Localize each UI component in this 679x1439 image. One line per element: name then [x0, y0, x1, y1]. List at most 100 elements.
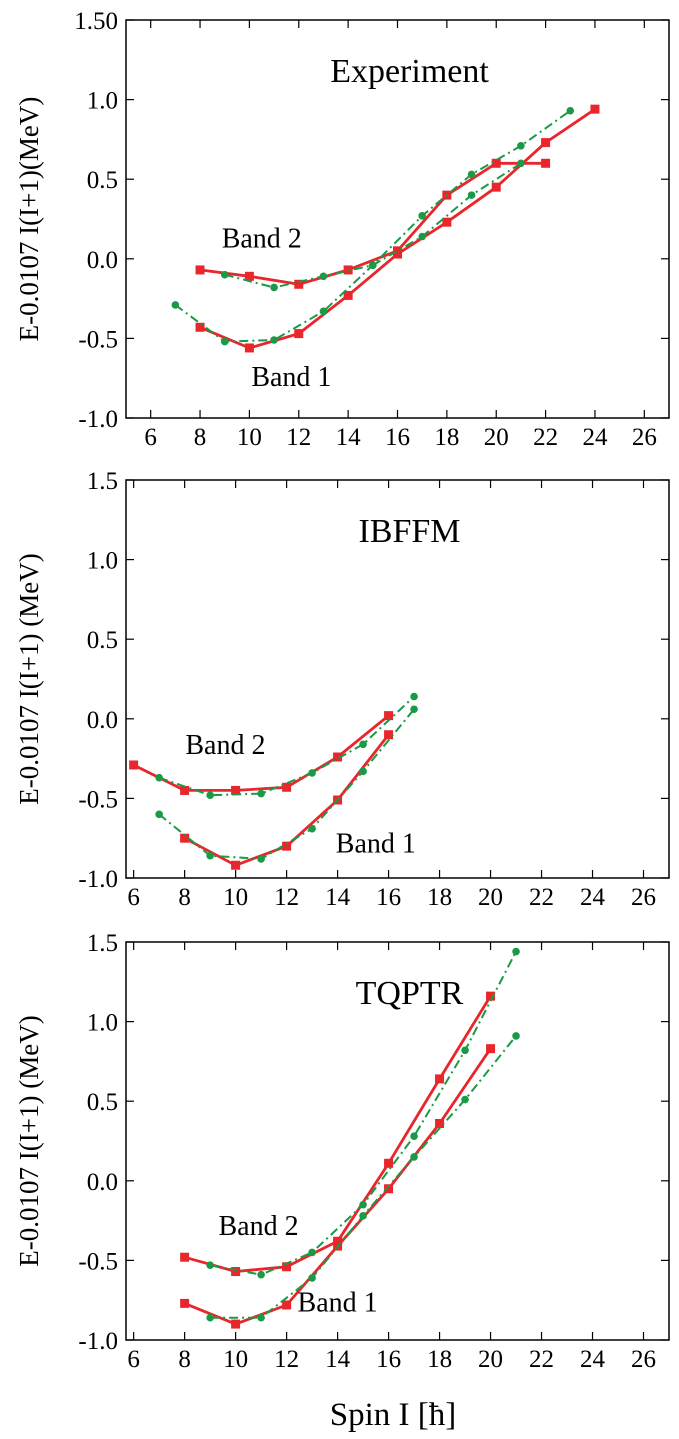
data-point-square	[343, 290, 353, 300]
x-tick-label: 18	[427, 884, 452, 911]
data-point-square	[231, 785, 241, 795]
data-point-square	[231, 860, 241, 870]
data-point-dot	[512, 1032, 520, 1040]
y-tick-label: -0.5	[78, 326, 118, 353]
series-1	[129, 711, 394, 795]
data-point-dot	[410, 705, 418, 714]
data-point-square	[195, 322, 205, 332]
x-tick-label: 12	[274, 884, 299, 911]
x-tick-label: 10	[223, 1346, 248, 1373]
data-point-square	[435, 1074, 445, 1084]
y-tick-label: 0.5	[87, 627, 118, 654]
x-tick-label: 18	[434, 424, 459, 451]
data-point-dot	[220, 270, 229, 279]
data-point-dot	[257, 855, 265, 863]
y-axis-label: E-0.0107 I(I+1)(MeV)	[14, 97, 44, 342]
series-3	[206, 947, 520, 1279]
data-point-dot	[517, 141, 525, 150]
y-tick-label: -1.0	[78, 1328, 118, 1355]
y-tick-label: 1.5	[87, 468, 118, 495]
data-point-square	[384, 1184, 394, 1194]
series-line-dotdash	[158, 708, 415, 860]
x-tick-label: 20	[484, 424, 509, 451]
data-point-square	[384, 1158, 394, 1168]
x-tick-label: 20	[478, 1346, 503, 1373]
panel-title: TQPTR	[356, 975, 464, 1012]
chart-panel-1: 6 8 10 12 14 16 18 20 22 24 26 -1.0 -0.5 0.0 0.5 1.0 1.5…	[14, 8, 670, 451]
y-tick-label: 0.5	[87, 167, 118, 194]
band-label: Band 1	[336, 829, 416, 860]
data-point-dot	[257, 1313, 265, 1322]
chart-panel-2: 6 8 10 12 14 16 18 20 22 24 26 -1.0 -0.5 0.0 0.5 1.0 1.5…	[14, 468, 670, 911]
panel-title: Experiment	[330, 53, 489, 90]
x-tick-label: 14	[325, 1346, 351, 1373]
data-point-dot	[566, 106, 575, 115]
data-point-dot	[206, 851, 214, 860]
series-4	[171, 106, 575, 346]
x-tick-label: 22	[533, 424, 558, 451]
data-point-square	[195, 265, 205, 275]
x-tick-label: 14	[336, 424, 362, 451]
data-point-square	[442, 217, 452, 227]
x-tick-label: 18	[427, 1346, 452, 1373]
data-point-dot	[467, 191, 476, 199]
plot-frame	[125, 941, 670, 1341]
x-tick-label: 8	[194, 424, 207, 451]
x-tick-label: 6	[144, 424, 157, 451]
band-label: Band 2	[185, 730, 265, 761]
data-point-dot	[359, 740, 367, 749]
y-axis-label: E-0.0107 I(I+1) (MeV)	[14, 1015, 44, 1266]
x-tick-label: 6	[127, 1346, 140, 1373]
y-axis-label: E-0.0107 I(I+1) (MeV)	[14, 553, 44, 804]
series-line-dotdash	[158, 695, 415, 797]
y-tick-label: 1.0	[87, 88, 118, 115]
data-point-dot	[418, 212, 426, 220]
x-tick-label: 16	[376, 1346, 401, 1373]
data-point-square	[180, 1298, 190, 1308]
data-point-dot	[359, 767, 367, 776]
y-tick-label: 0.0	[87, 707, 118, 734]
y-tick-label: -0.5	[78, 1248, 118, 1275]
data-point-square	[435, 1118, 445, 1128]
x-tick-label: 16	[376, 884, 401, 911]
data-point-dot	[461, 1095, 469, 1104]
data-point-dot	[270, 336, 278, 344]
data-point-square	[282, 1300, 292, 1310]
x-tick-label: 24	[580, 884, 606, 911]
x-tick-label: 22	[529, 1346, 554, 1373]
data-point-square	[590, 104, 600, 114]
data-point-dot	[410, 1132, 418, 1141]
data-point-square	[294, 329, 304, 339]
y-tick-label: -1.0	[78, 866, 118, 893]
chart-panel-3: 6 8 10 12 14 16 18 20 22 24 26 -1.0 -0.5 0.0 0.5 1.0 1.5…	[14, 930, 670, 1373]
data-point-square	[231, 1319, 241, 1329]
y-tick-label: 1.0	[87, 548, 118, 575]
y-tick-label: 1.50	[74, 8, 118, 35]
data-point-dot	[517, 159, 525, 168]
data-point-dot	[257, 1270, 265, 1279]
x-tick-label: 6	[127, 884, 140, 911]
data-point-square	[180, 785, 190, 795]
y-tick-label: 0.0	[87, 247, 118, 274]
band-label: Band 1	[298, 1287, 378, 1318]
band-label: Band 2	[219, 1211, 299, 1242]
series-line-solid	[199, 161, 546, 286]
data-point-dot	[206, 791, 214, 800]
data-point-dot	[359, 1200, 367, 1209]
data-point-square	[384, 711, 394, 721]
data-point-square	[129, 760, 139, 770]
x-tick-label: 14	[325, 884, 351, 911]
data-point-dot	[220, 337, 229, 346]
series-2	[180, 1044, 496, 1329]
data-point-square	[491, 182, 501, 192]
plot-frame	[125, 479, 670, 879]
data-point-square	[333, 752, 343, 762]
panel-title: IBFFM	[358, 513, 460, 550]
data-point-square	[541, 158, 551, 168]
data-point-dot	[155, 810, 163, 819]
y-tick-label: 1.0	[87, 1010, 118, 1037]
x-tick-label: 10	[223, 884, 248, 911]
data-point-square	[282, 841, 292, 851]
data-point-square	[491, 158, 501, 168]
